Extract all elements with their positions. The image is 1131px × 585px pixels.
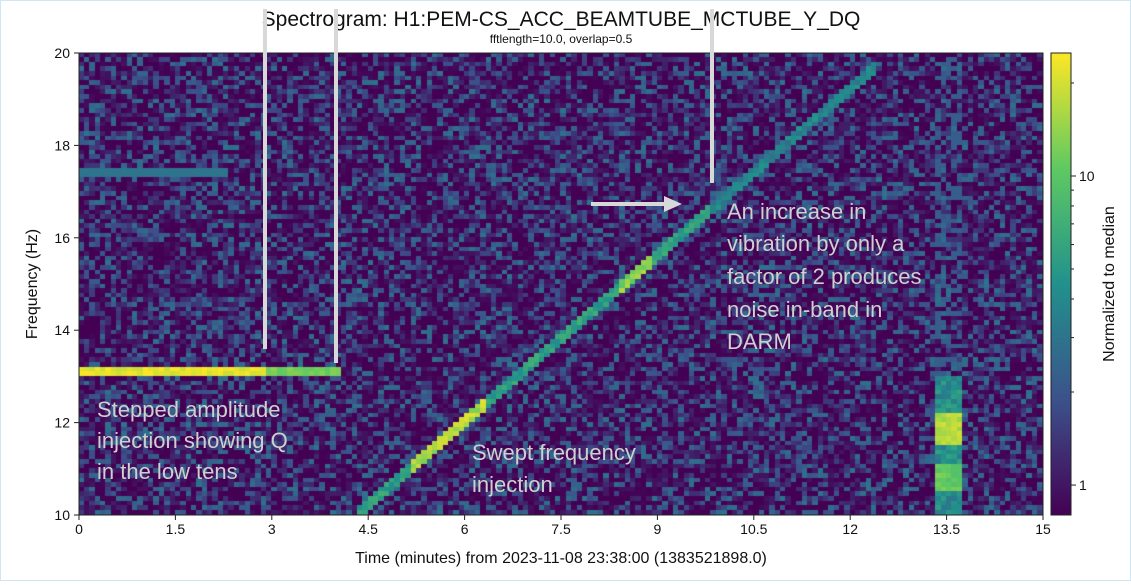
y-tick-label: 14: [54, 322, 70, 338]
x-axis-ticks: 0 1.5 3 4.5 6 7.5 9 10.5 12 13.5 15: [75, 515, 1051, 537]
x-tick-label: 6: [461, 521, 469, 537]
x-tick-label: 12: [842, 521, 858, 537]
colorbar-ticks: 1 10: [1071, 82, 1095, 493]
x-tick-label: 1.5: [166, 521, 186, 537]
colorbar-tick-label: 10: [1079, 168, 1095, 184]
chart-title: Spectrogram: H1:PEM-CS_ACC_BEAMTUBE_MCTU…: [262, 8, 861, 31]
annotation-stepped: Stepped amplitude injection showing Q in…: [97, 397, 294, 484]
colorbar-tick-label: 1: [1079, 477, 1087, 493]
arrow-head: [664, 196, 682, 212]
colorbar-label: Normalized to median: [1101, 206, 1118, 362]
chart-subtitle: fftlength=10.0, overlap=0.5: [490, 32, 633, 46]
y-tick-label: 18: [54, 137, 70, 153]
y-axis-ticks: 10 12 14 16 18 20: [54, 45, 79, 523]
annotation-overlays: Stepped amplitude injection showing Q in…: [97, 9, 928, 497]
x-tick-label: 0: [75, 521, 83, 537]
x-tick-label: 10.5: [740, 521, 767, 537]
colorbar: [1050, 52, 1072, 516]
annotation-increase: An increase in vibration by only a facto…: [727, 199, 928, 354]
y-axis-label: Frequency (Hz): [24, 229, 41, 339]
y-tick-label: 10: [54, 507, 70, 523]
heatmap-area: [79, 53, 1043, 515]
x-axis-label: Time (minutes) from 2023-11-08 23:38:00 …: [355, 550, 767, 567]
y-tick-label: 16: [54, 230, 70, 246]
x-tick-label: 9: [654, 521, 662, 537]
y-tick-label: 20: [54, 45, 70, 61]
x-tick-label: 13.5: [933, 521, 960, 537]
x-tick-label: 4.5: [358, 521, 378, 537]
x-tick-label: 7.5: [551, 521, 571, 537]
y-tick-label: 12: [54, 415, 70, 431]
x-tick-label: 15: [1035, 521, 1051, 537]
heatmap-canvas: [79, 53, 1043, 515]
x-tick-label: 3: [268, 521, 276, 537]
annotation-swept: Swept frequency injection: [472, 440, 642, 497]
